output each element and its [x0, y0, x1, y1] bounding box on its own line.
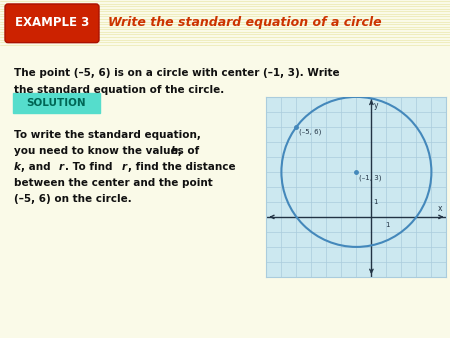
Text: To write the standard equation,: To write the standard equation,	[14, 130, 201, 140]
Text: 1: 1	[386, 222, 390, 228]
Text: (–5, 6) on the circle.: (–5, 6) on the circle.	[14, 194, 132, 204]
Text: y: y	[374, 101, 378, 111]
Text: you need to know the values of: you need to know the values of	[14, 146, 203, 156]
Text: The point (–5, 6) is on a circle with center (–1, 3). Write: The point (–5, 6) is on a circle with ce…	[14, 68, 340, 78]
Text: EXAMPLE 3: EXAMPLE 3	[15, 16, 89, 29]
Text: h: h	[171, 146, 178, 156]
Text: 1: 1	[373, 199, 378, 205]
Text: . To find: . To find	[65, 162, 116, 172]
Text: (–5, 6): (–5, 6)	[299, 128, 322, 135]
Text: SOLUTION: SOLUTION	[26, 98, 86, 108]
Text: ,: ,	[178, 146, 182, 156]
Text: , find the distance: , find the distance	[128, 162, 236, 172]
Text: x: x	[437, 204, 442, 213]
Text: , and: , and	[21, 162, 54, 172]
FancyBboxPatch shape	[5, 4, 99, 43]
Text: r: r	[59, 162, 64, 172]
Text: (–1, 3): (–1, 3)	[360, 174, 382, 181]
FancyBboxPatch shape	[13, 93, 100, 113]
Text: r: r	[122, 162, 127, 172]
Text: between the center and the point: between the center and the point	[14, 178, 213, 188]
Text: k: k	[14, 162, 21, 172]
Text: the standard equation of the circle.: the standard equation of the circle.	[14, 85, 224, 95]
Text: Write the standard equation of a circle: Write the standard equation of a circle	[108, 16, 382, 29]
